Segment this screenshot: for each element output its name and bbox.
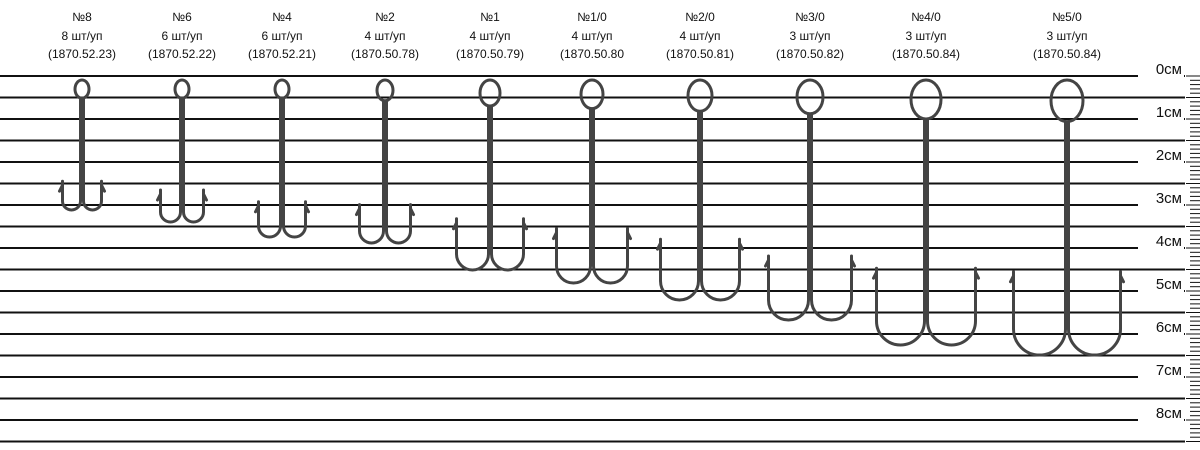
label-bg [1138, 104, 1184, 122]
code: (1870.50.82) [776, 47, 844, 61]
label-bg [1138, 362, 1184, 380]
hook-eye [73, 78, 91, 100]
ruler-label: 7см [1156, 362, 1182, 379]
code: (1870.50.78) [351, 47, 419, 61]
hook-eye [173, 78, 191, 100]
hook [764, 78, 856, 322]
hook [452, 78, 528, 272]
pack: 4 шт/уп [470, 29, 511, 43]
hook-body [355, 99, 415, 245]
hook-body [764, 112, 856, 322]
hook [254, 78, 310, 239]
label-bg [1138, 61, 1184, 79]
hook [552, 78, 632, 285]
code: (1870.50.79) [456, 47, 524, 61]
label-bg [1138, 147, 1184, 165]
ruler-label: 8см [1156, 405, 1182, 422]
label-bg [1138, 276, 1184, 294]
hook [872, 78, 980, 347]
pack: 3 шт/уп [906, 29, 947, 43]
ruler-label: 6см [1156, 319, 1182, 336]
label-bg [1138, 233, 1184, 251]
ruler-label: 4см [1156, 233, 1182, 250]
ruler-label: 1см [1156, 104, 1182, 121]
hook-eye [478, 78, 502, 108]
size: №5/0 [1052, 10, 1082, 24]
size: №6 [172, 10, 192, 24]
label-bg [1138, 405, 1184, 423]
pack: 4 шт/уп [572, 29, 613, 43]
hook-body [254, 96, 310, 239]
ruler-label: 3см [1156, 190, 1182, 207]
code: (1870.52.23) [48, 47, 116, 61]
hook-eye [1049, 78, 1085, 124]
size: №1/0 [577, 10, 607, 24]
size: №2 [375, 10, 395, 24]
pack: 3 шт/уп [1047, 29, 1088, 43]
hook-eye [909, 78, 943, 121]
hook [156, 78, 208, 224]
pack: 3 шт/уп [790, 29, 831, 43]
label-bg [1138, 319, 1184, 337]
ruler-label: 5см [1156, 276, 1182, 293]
hook-eye [579, 78, 605, 111]
hook-body [656, 109, 744, 302]
hook [1009, 78, 1125, 357]
code: (1870.50.80 [560, 47, 624, 61]
label-bg [1138, 190, 1184, 208]
code: (1870.50.84) [1033, 47, 1101, 61]
ruler-label: 0см [1156, 61, 1182, 78]
size: №2/0 [685, 10, 715, 24]
pack: 6 шт/уп [162, 29, 203, 43]
size: №3/0 [795, 10, 825, 24]
pack: 4 шт/уп [365, 29, 406, 43]
hook-body [58, 96, 106, 212]
code: (1870.52.21) [248, 47, 316, 61]
size: №1 [480, 10, 500, 24]
hook-eye [273, 78, 291, 100]
hook-body [872, 117, 980, 347]
code: (1870.52.22) [148, 47, 216, 61]
ruler-label: 2см [1156, 147, 1182, 164]
pack: 8 шт/уп [62, 29, 103, 43]
hook-eye [686, 78, 714, 113]
size: №8 [72, 10, 92, 24]
hook-body [552, 107, 632, 285]
size: №4 [272, 10, 292, 24]
hook [656, 78, 744, 302]
size: №4/0 [911, 10, 941, 24]
code: (1870.50.81) [666, 47, 734, 61]
hook-body [1009, 120, 1125, 357]
hook [58, 78, 106, 212]
code: (1870.50.84) [892, 47, 960, 61]
hook-body [156, 96, 208, 224]
hook-body [452, 104, 528, 272]
pack: 6 шт/уп [262, 29, 303, 43]
pack: 4 шт/уп [680, 29, 721, 43]
hook [355, 78, 415, 245]
